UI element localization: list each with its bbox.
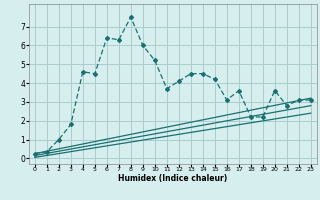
X-axis label: Humidex (Indice chaleur): Humidex (Indice chaleur): [118, 174, 228, 183]
